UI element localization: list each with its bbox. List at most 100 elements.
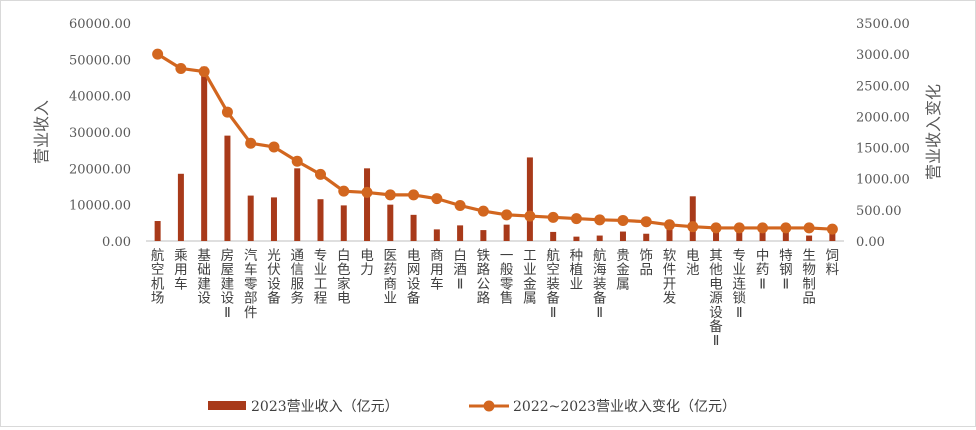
category-label: 商用车 (430, 248, 444, 292)
bar (270, 197, 277, 241)
category-label: 贵金属 (616, 248, 630, 292)
line-point (431, 193, 443, 205)
category-label: 航空机场 (151, 248, 165, 307)
legend-bar-label: 2023营业收入（亿元） (251, 399, 399, 415)
bar (759, 230, 766, 241)
line-point (291, 155, 303, 167)
line-point (687, 221, 699, 233)
right-tick-label: 3000.00 (856, 48, 910, 63)
category-label: 其他电源设备 Ⅱ (709, 248, 723, 349)
bar (317, 199, 324, 241)
line-point (501, 209, 513, 221)
category-label: 航海装备 Ⅱ (593, 248, 607, 321)
line-point (221, 106, 233, 118)
line-point (640, 216, 652, 228)
bar (201, 66, 208, 241)
line-point (245, 137, 257, 149)
category-label: 工业金属 (523, 248, 537, 307)
line-point (710, 222, 722, 234)
right-tick-label: 1500.00 (856, 142, 910, 157)
left-tick-label: 10000.00 (69, 199, 131, 214)
legend: 2023营业收入（亿元） 2022~2023营业收入变化（亿元） (208, 399, 736, 415)
category-label: 生物制品 (802, 248, 816, 307)
bar (619, 231, 626, 241)
line-point (594, 214, 606, 226)
category-label: 饰品 (639, 248, 653, 278)
bar (573, 236, 580, 241)
line-point (384, 189, 396, 201)
category-label: 白酒 Ⅱ (453, 248, 467, 292)
line-point (617, 214, 629, 226)
right-tick-label: 500.00 (856, 204, 902, 219)
bar (294, 168, 301, 241)
line-point (664, 219, 675, 231)
legend-line-marker (483, 400, 495, 412)
category-label: 特钢 Ⅱ (779, 248, 793, 292)
category-label: 电池 (686, 248, 700, 278)
line-point (338, 185, 350, 197)
bar (666, 224, 673, 241)
bar (526, 157, 533, 241)
category-label: 白色家电 (337, 248, 351, 307)
line-series (152, 48, 838, 235)
bar (387, 204, 394, 241)
category-label: 基础建设 (197, 247, 211, 307)
line-point (408, 189, 420, 201)
bar (340, 205, 347, 241)
line-point (198, 66, 210, 78)
category-label: 专业工程 (314, 248, 328, 307)
bar (736, 231, 743, 241)
left-axis-ticks: 0.00 10000.00 20000.00 30000.00 40000.00 5000… (69, 17, 131, 250)
left-tick-label: 30000.00 (69, 126, 131, 141)
category-label: 电力 (360, 248, 374, 278)
line-point (175, 62, 187, 74)
category-label: 种植业 (570, 248, 584, 292)
left-tick-label: 0.00 (102, 235, 131, 250)
category-label: 软件开发 (663, 248, 677, 307)
right-tick-label: 0.00 (856, 235, 885, 250)
bar (410, 214, 417, 241)
category-label: 电网设备 (407, 248, 421, 307)
line-point (152, 48, 164, 60)
category-label: 医药商业 (384, 248, 398, 307)
category-label: 饲料 (826, 248, 840, 278)
right-axis-ticks: 0.00 500.00 1000.00 1500.00 2000.00 2500.00 30… (856, 17, 910, 250)
category-label: 专业连锁 Ⅱ (733, 248, 747, 321)
bar-series (154, 66, 836, 241)
line-point (570, 213, 582, 225)
right-tick-label: 3500.00 (856, 17, 910, 32)
bar (643, 233, 650, 241)
line-point (477, 205, 489, 217)
left-axis-title: 营业收入 (32, 100, 51, 164)
right-tick-label: 2500.00 (856, 79, 910, 94)
line-path (156, 52, 833, 231)
bar (457, 225, 464, 241)
category-label: 通信服务 (290, 248, 304, 307)
line-point (803, 222, 815, 234)
category-label: 一般零售 (500, 248, 514, 307)
line-point (268, 141, 280, 153)
line-point (315, 168, 326, 180)
left-tick-label: 60000.00 (69, 17, 131, 32)
line-point (780, 222, 792, 234)
bar (596, 235, 603, 241)
right-axis-title: 营业收入变化 (924, 84, 943, 180)
bar (177, 173, 184, 241)
bar (503, 224, 510, 241)
line-point (361, 186, 373, 198)
category-label: 光伏设备 (267, 248, 281, 307)
left-tick-label: 40000.00 (69, 90, 131, 105)
line-point (826, 223, 838, 235)
line-point (733, 222, 745, 234)
legend-bar-swatch (208, 401, 246, 410)
bar (433, 229, 440, 241)
category-label: 铁路公路 (477, 248, 491, 307)
line-point (524, 210, 536, 222)
bar (806, 235, 813, 241)
bar (224, 135, 231, 241)
bar (247, 195, 254, 241)
line-point (757, 222, 769, 234)
